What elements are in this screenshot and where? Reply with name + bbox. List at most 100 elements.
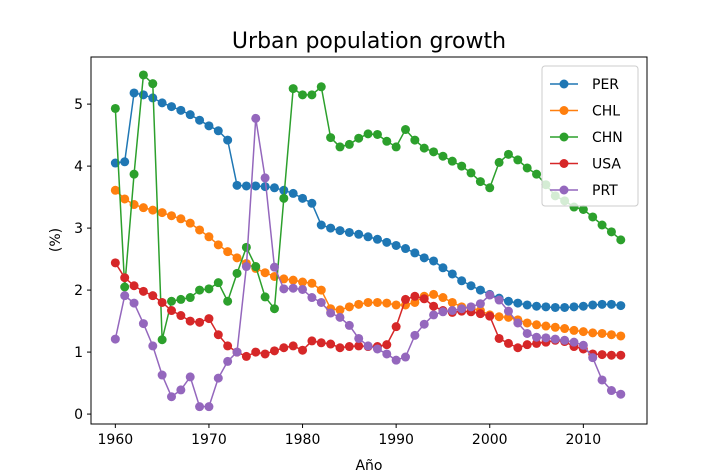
marker: [307, 90, 317, 100]
marker: [438, 293, 448, 303]
marker: [176, 311, 186, 321]
marker: [213, 240, 223, 250]
marker: [307, 293, 317, 303]
marker: [326, 133, 336, 143]
legend-label: USA: [592, 157, 621, 173]
marker: [335, 305, 345, 315]
marker: [457, 276, 467, 286]
marker: [335, 312, 345, 322]
marker: [269, 346, 279, 356]
marker: [195, 115, 205, 125]
marker: [344, 320, 354, 330]
marker: [541, 333, 551, 343]
x-tick-label: 1960: [98, 432, 134, 448]
legend-marker: [559, 159, 569, 168]
marker: [110, 103, 120, 113]
marker: [176, 294, 186, 304]
marker: [241, 262, 251, 272]
marker: [316, 82, 326, 92]
marker: [335, 142, 345, 152]
marker: [148, 341, 158, 351]
marker: [606, 299, 616, 309]
marker: [447, 306, 457, 316]
marker: [382, 136, 392, 146]
marker: [223, 296, 233, 306]
legend-marker: [559, 79, 569, 89]
marker: [148, 79, 158, 89]
marker: [120, 282, 130, 292]
marker: [588, 353, 598, 363]
marker: [363, 297, 373, 307]
marker: [597, 375, 607, 385]
marker: [213, 330, 223, 340]
marker: [569, 302, 579, 312]
marker: [354, 299, 364, 309]
marker: [522, 300, 532, 310]
marker: [560, 302, 570, 312]
marker: [391, 142, 401, 152]
marker: [204, 232, 214, 242]
marker: [213, 373, 223, 383]
marker: [372, 234, 382, 244]
marker: [532, 301, 542, 311]
marker: [129, 169, 139, 179]
marker: [438, 307, 448, 317]
marker: [326, 223, 336, 233]
marker: [260, 349, 270, 359]
marker: [232, 347, 242, 357]
legend-label: PRT: [592, 183, 618, 199]
marker: [503, 306, 513, 316]
marker: [391, 240, 401, 250]
marker: [429, 289, 439, 299]
marker: [157, 335, 167, 345]
marker: [363, 129, 373, 139]
marker: [288, 84, 298, 94]
marker: [148, 291, 158, 301]
marker: [560, 335, 570, 345]
marker: [195, 225, 205, 235]
marker: [438, 263, 448, 273]
marker: [419, 143, 429, 153]
marker: [251, 181, 261, 191]
marker: [110, 258, 120, 268]
marker: [316, 220, 326, 230]
marker: [204, 284, 214, 294]
marker: [401, 294, 411, 304]
marker: [213, 278, 223, 288]
marker: [269, 304, 279, 314]
marker: [578, 327, 588, 337]
y-tick-label: 4: [74, 159, 83, 175]
marker: [532, 338, 542, 348]
marker: [157, 370, 167, 380]
y-tick-label: 5: [74, 97, 83, 113]
marker: [288, 188, 298, 198]
marker: [129, 298, 139, 308]
marker: [541, 321, 551, 331]
marker: [120, 157, 130, 167]
marker: [298, 345, 308, 355]
marker: [372, 344, 382, 354]
marker: [597, 220, 607, 230]
marker: [288, 275, 298, 285]
marker: [616, 389, 626, 399]
y-tick-label: 2: [74, 283, 83, 299]
marker: [120, 273, 130, 283]
marker: [110, 334, 120, 344]
y-tick-label: 0: [74, 407, 83, 423]
marker: [260, 292, 270, 302]
marker: [138, 90, 148, 100]
legend-marker: [559, 132, 569, 142]
marker: [232, 180, 242, 190]
marker: [616, 350, 626, 360]
marker: [344, 227, 354, 237]
line: [114, 189, 621, 337]
marker: [550, 302, 560, 312]
marker: [354, 341, 364, 351]
marker: [494, 157, 504, 167]
x-axis-label: Año: [355, 458, 382, 474]
marker: [157, 98, 167, 108]
marker: [204, 402, 214, 412]
marker: [223, 356, 233, 366]
x-tick-label: 1990: [378, 432, 414, 448]
